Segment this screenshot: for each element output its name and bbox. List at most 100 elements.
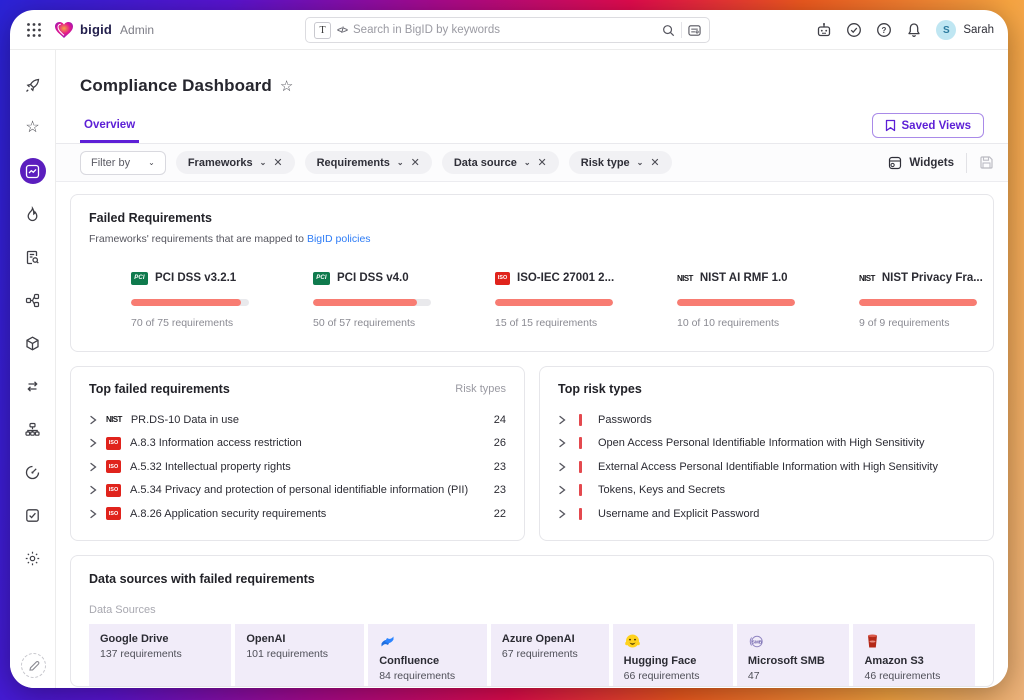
framework-card-nist-ai-rmf[interactable]: NIST NIST AI RMF 1.0 10 of 10 requiremen… [677,269,835,329]
failed-requirement-row[interactable]: ISO A.5.34 Privacy and protection of per… [89,479,506,503]
bigid-policies-link[interactable]: BigID policies [306,233,371,245]
failed-requirement-row[interactable]: ISO A.5.32 Intellectual property rights … [89,455,506,479]
risk-type-label: Tokens, Keys and Secrets [598,484,726,497]
widgets-button[interactable]: Widgets [888,156,954,170]
cube-icon [26,335,39,351]
flame-icon [27,205,38,221]
filter-chip-risk-type[interactable]: Risk type ⌄ ✕ [568,151,672,174]
nist-logo-icon: NIST [677,273,693,283]
global-search[interactable]: T </> Search in BigID by keywords [305,17,710,43]
notifications-bell-icon[interactable] [906,22,922,38]
sidebar-item-catalog[interactable] [20,330,46,356]
expand-chevron-icon[interactable] [558,509,566,519]
sidebar-item-dashboard[interactable] [19,158,46,184]
treemap-cell-azure-openai[interactable]: Azure OpenAI 67 requirements [490,623,609,686]
failed-requirement-row[interactable]: ISO A.8.3 Information access restriction… [89,432,506,456]
progress-fill [131,299,241,306]
filter-chip-frameworks[interactable]: Frameworks ⌄ ✕ [175,151,295,174]
remove-filter-icon[interactable]: ✕ [537,157,547,169]
app-grid-icon[interactable] [26,22,42,38]
main-content: Compliance Dashboard ☆ Overview Saved Vi… [56,50,1008,688]
risk-severity-bar [579,484,582,497]
framework-card-iso-27001[interactable]: ISO ISO-IEC 27001 2... 15 of 15 requirem… [495,269,653,329]
amazon-s3-icon [868,634,878,647]
framework-card-pci-dss-v321[interactable]: PCI PCI DSS v3.2.1 70 of 75 requirements [131,269,289,329]
treemap-cell-microsoft-smb[interactable]: SMB Microsoft SMB 47 [736,623,850,686]
filter-chip-requirements[interactable]: Requirements ⌄ ✕ [304,151,432,174]
treemap-cell-hugging-face[interactable]: Hugging Face 66 requirements [612,623,733,686]
treemap-cell-confluence[interactable]: Confluence 84 requirements [368,623,487,686]
remove-filter-icon[interactable]: ✕ [650,157,660,169]
sidebar-item-monitoring[interactable] [20,459,46,485]
iso-logo-icon: ISO [106,483,121,497]
failed-requirement-row[interactable]: NIST PR.DS-10 Data in use 24 [89,408,506,432]
gauge-icon [25,465,40,479]
sidebar-item-favorites[interactable]: ☆ [20,115,46,141]
treemap-cell-google-drive[interactable]: Google Drive 137 requirements [89,623,232,686]
risk-type-count: 24 [493,413,506,426]
requirement-label: PR.DS-10 Data in use [130,413,240,426]
sidebar-item-settings[interactable] [20,545,46,571]
saved-views-button[interactable]: Saved Views [871,113,984,138]
risk-type-row[interactable]: Passwords [558,408,975,432]
text-search-toggle[interactable]: T [314,21,331,39]
framework-card-pci-dss-v40[interactable]: PCI PCI DSS v4.0 50 of 57 requirements [313,269,471,329]
filter-by-select[interactable]: Filter by ⌄ [80,150,166,175]
expand-chevron-icon[interactable] [89,485,97,495]
sidebar-item-policies[interactable] [20,502,46,528]
remove-filter-icon[interactable]: ✕ [410,157,420,169]
help-icon[interactable]: ? [876,22,892,38]
risk-type-label: Username and Explicit Password [598,507,760,520]
expand-chevron-icon[interactable] [89,415,97,425]
expand-chevron-icon[interactable] [558,415,566,425]
assistant-bot-icon[interactable] [816,22,832,38]
risk-type-row[interactable]: Open Access Personal Identifiable Inform… [558,432,975,456]
risk-type-count: 23 [493,460,506,473]
treemap-cell-amazon-s3[interactable]: Amazon S3 46 requirements [853,623,976,686]
sidebar-item-reports[interactable] [20,244,46,270]
risk-type-row[interactable]: Tokens, Keys and Secrets [558,479,975,503]
favorite-star-icon[interactable]: ☆ [279,78,294,95]
tasks-check-icon[interactable] [846,22,862,38]
chevron-down-icon: ⌄ [396,158,404,167]
sidebar-item-risk[interactable] [20,201,46,227]
expand-chevron-icon[interactable] [558,438,566,448]
treemap-cell-openai[interactable]: OpenAI 101 requirements [235,623,365,686]
tabs-bar: Overview Saved Views [56,110,1008,144]
top-failed-requirements-card: Top failed requirements Risk types NIST … [70,366,525,541]
failed-requirements-title: Failed Requirements [89,211,212,225]
data-source-count: 84 requirements [379,669,456,682]
risk-type-row[interactable]: Username and Explicit Password [558,502,975,526]
edit-dashboard-button[interactable] [21,653,46,678]
sidebar-item-classification[interactable] [20,287,46,313]
expand-chevron-icon[interactable] [89,462,97,472]
expand-chevron-icon[interactable] [89,509,97,519]
query-search-toggle[interactable]: </> [337,25,348,35]
search-input[interactable]: Search in BigID by keywords [353,24,501,36]
search-icon[interactable] [662,24,675,37]
pci-logo-icon: PCI [131,271,148,285]
expand-chevron-icon[interactable] [558,462,566,472]
dashboard-chart-icon [25,164,40,178]
tab-overview[interactable]: Overview [80,119,140,143]
risk-type-row[interactable]: External Access Personal Identifiable In… [558,455,975,479]
failed-requirement-row[interactable]: ISO A.8.26 Application security requirem… [89,502,506,526]
save-layout-icon[interactable] [979,155,994,170]
requirement-label: A.5.32 Intellectual property rights [130,460,291,473]
framework-card-nist-privacy[interactable]: NIST NIST Privacy Fra... 9 of 9 requirem… [859,269,1008,329]
sidebar-item-data-flows[interactable] [20,373,46,399]
search-settings-icon[interactable] [688,24,701,37]
expand-chevron-icon[interactable] [89,438,97,448]
bigid-logo-icon [55,21,73,38]
data-source-count: 101 requirements [246,647,329,660]
expand-chevron-icon[interactable] [558,485,566,495]
sidebar-item-getting-started[interactable] [20,72,46,98]
remove-filter-icon[interactable]: ✕ [273,157,283,169]
filter-chip-data-source[interactable]: Data source ⌄ ✕ [441,151,559,174]
user-menu[interactable]: S Sarah [936,20,994,40]
progress-fill [677,299,795,306]
sidebar-item-hierarchy[interactable] [20,416,46,442]
brand[interactable]: bigid Admin [54,21,154,39]
framework-count-label: 9 of 9 requirements [859,317,950,329]
bookmark-icon [885,119,895,132]
